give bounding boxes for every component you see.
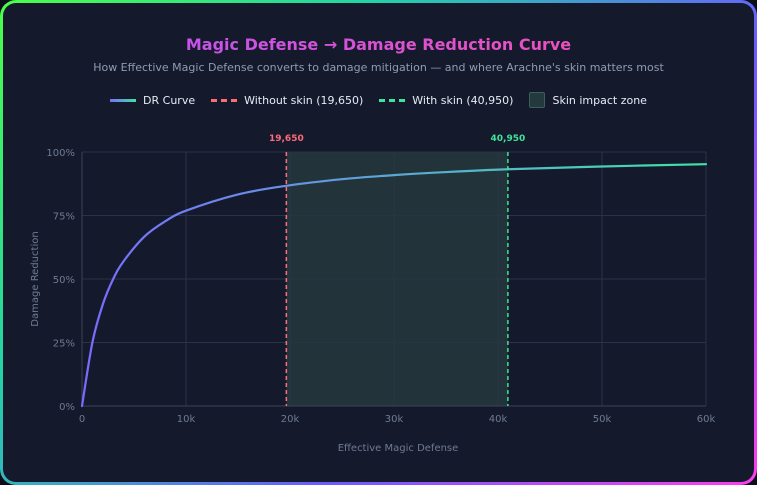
legend-label-dr-curve: DR Curve — [143, 93, 196, 107]
x-tick-label: 30k — [385, 414, 404, 425]
x-tick-label: 60k — [697, 414, 716, 425]
legend-item-skin-zone[interactable]: Skin impact zone — [529, 92, 647, 108]
legend-item-without-skin[interactable]: Without skin (19,650) — [211, 94, 363, 107]
legend-swatch-without-skin — [211, 98, 238, 102]
legend-label-skin-zone: Skin impact zone — [552, 93, 647, 107]
legend-swatch-dr-curve — [110, 98, 137, 102]
y-tick-label: 50% — [53, 275, 75, 286]
x-axis-title: Effective Magic Defense — [338, 443, 459, 454]
y-tick-label: 0% — [59, 402, 75, 413]
x-tick-label: 0 — [79, 414, 85, 425]
y-tick-label: 100% — [46, 148, 75, 159]
legend-item-with-skin[interactable]: With skin (40,950) — [379, 94, 513, 107]
legend-item-dr-curve[interactable]: DR Curve — [110, 94, 195, 107]
chart-subtitle: How Effective Magic Defense converts to … — [93, 61, 664, 74]
marker-label-with-skin: 40,950 — [491, 134, 526, 144]
y-axis-title: Damage Reduction — [30, 231, 41, 326]
x-tick-label: 50k — [593, 414, 612, 425]
legend-label-without-skin: Without skin (19,650) — [244, 93, 364, 107]
legend-label-with-skin: With skin (40,950) — [412, 93, 514, 107]
y-tick-label: 25% — [53, 339, 75, 350]
legend-swatch-with-skin — [379, 98, 406, 102]
chart-legend: DR Curve Without skin (19,650) With skin… — [3, 92, 754, 108]
x-tick-label: 20k — [281, 414, 300, 425]
y-tick-label: 75% — [53, 212, 75, 223]
legend-swatch-skin-zone — [529, 92, 546, 108]
x-tick-label: 40k — [489, 414, 508, 425]
marker-label-without-skin: 19,650 — [269, 134, 304, 144]
chart-title: Magic Defense → Damage Reduction Curve — [3, 35, 754, 54]
x-tick-label: 10k — [177, 414, 196, 425]
